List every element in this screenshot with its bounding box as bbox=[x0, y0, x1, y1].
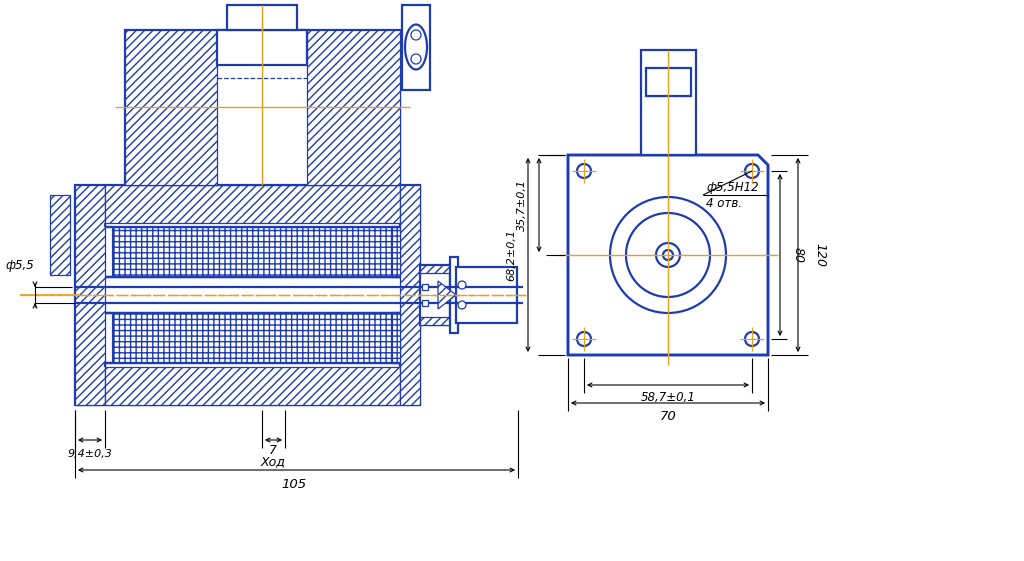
Bar bbox=[113, 313, 400, 363]
Text: 4 отв.: 4 отв. bbox=[706, 196, 742, 209]
Circle shape bbox=[663, 250, 673, 260]
Circle shape bbox=[610, 197, 726, 313]
Text: 7: 7 bbox=[269, 444, 278, 457]
Text: 80: 80 bbox=[792, 247, 805, 263]
Bar bbox=[641, 50, 696, 155]
Circle shape bbox=[577, 332, 591, 346]
Bar bbox=[402, 5, 430, 90]
Text: 120: 120 bbox=[813, 243, 826, 267]
Circle shape bbox=[458, 301, 466, 309]
Circle shape bbox=[458, 281, 466, 289]
Text: 68,2±0,1: 68,2±0,1 bbox=[506, 229, 516, 281]
Bar bbox=[307, 30, 400, 185]
Bar bbox=[113, 227, 400, 277]
Bar bbox=[422, 300, 428, 306]
Circle shape bbox=[745, 332, 759, 346]
Bar bbox=[400, 185, 420, 405]
Bar bbox=[105, 185, 400, 223]
Circle shape bbox=[411, 30, 421, 40]
Text: Ход: Ход bbox=[260, 456, 286, 468]
Bar bbox=[125, 30, 217, 185]
Bar bbox=[50, 195, 70, 275]
Bar bbox=[422, 284, 428, 290]
Bar bbox=[456, 267, 517, 323]
Polygon shape bbox=[75, 185, 105, 405]
Bar bbox=[105, 367, 400, 405]
Text: 105: 105 bbox=[282, 477, 306, 490]
Circle shape bbox=[577, 164, 591, 178]
Bar bbox=[420, 317, 450, 325]
Polygon shape bbox=[438, 281, 456, 309]
Polygon shape bbox=[568, 155, 768, 355]
Bar bbox=[450, 257, 458, 333]
Circle shape bbox=[411, 54, 421, 64]
Text: ф5,5: ф5,5 bbox=[5, 259, 35, 272]
Bar bbox=[75, 185, 420, 405]
Text: ф5,5Н12: ф5,5Н12 bbox=[706, 181, 759, 194]
Circle shape bbox=[656, 243, 680, 267]
Bar bbox=[125, 30, 400, 185]
Circle shape bbox=[626, 213, 710, 297]
Bar bbox=[420, 265, 450, 325]
Bar bbox=[458, 273, 513, 317]
Bar bbox=[227, 5, 297, 30]
Text: 70: 70 bbox=[659, 410, 677, 422]
Text: 35,7±0,1: 35,7±0,1 bbox=[517, 179, 527, 231]
Text: 9,4±0,3: 9,4±0,3 bbox=[68, 449, 113, 459]
Bar bbox=[217, 30, 307, 65]
Text: 58,7±0,1: 58,7±0,1 bbox=[641, 392, 695, 404]
Bar bbox=[646, 68, 691, 96]
Bar bbox=[420, 265, 450, 273]
Circle shape bbox=[745, 164, 759, 178]
